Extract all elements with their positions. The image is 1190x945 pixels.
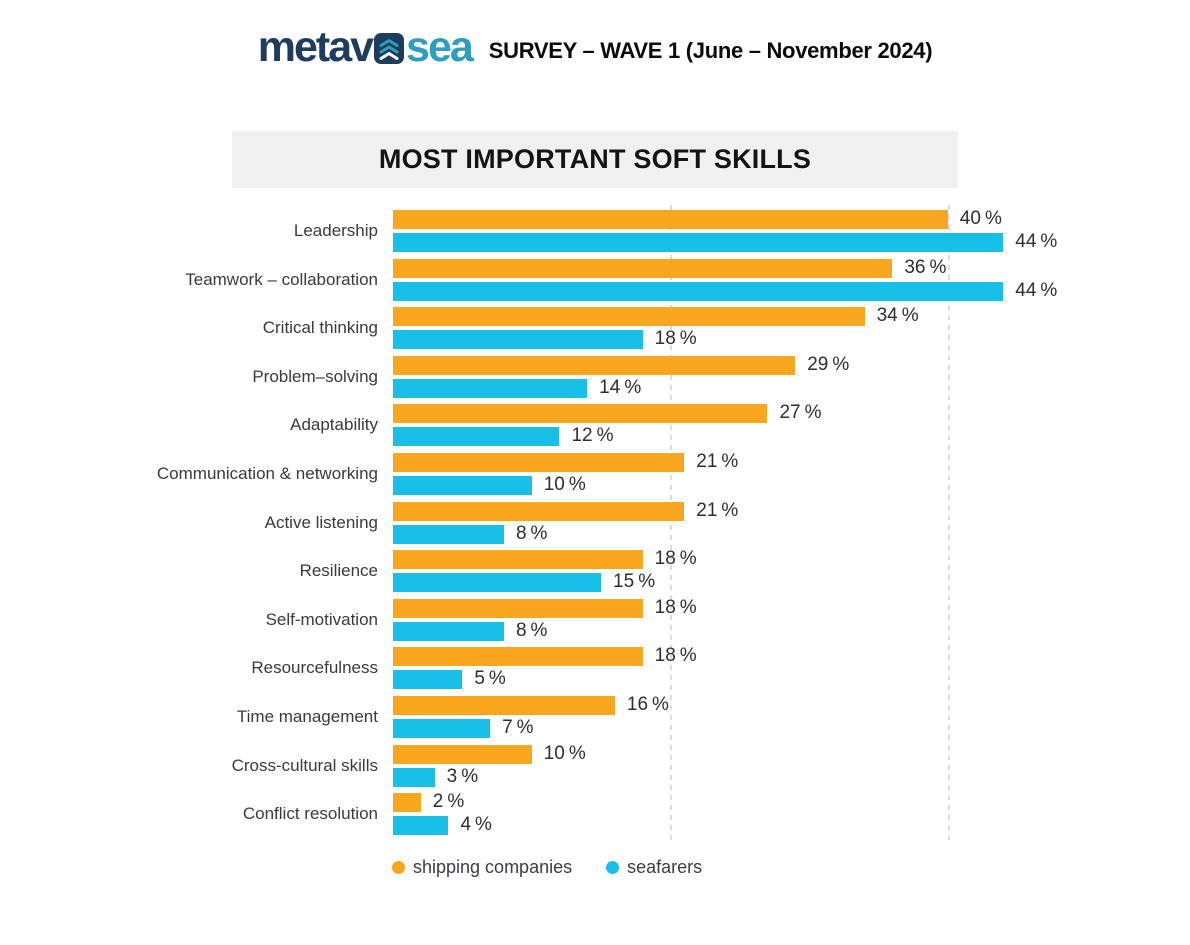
- value-label: 18%: [654, 548, 697, 570]
- bar-seafarers: [393, 719, 491, 738]
- bar-seafarers: [393, 476, 532, 495]
- chart-row: Resourcefulness 18% 5%: [0, 645, 1190, 690]
- gridline-20-percent: [670, 205, 673, 845]
- title-banner: MOST IMPORTANT SOFT SKILLS: [232, 131, 958, 188]
- chart-title: MOST IMPORTANT SOFT SKILLS: [378, 144, 812, 174]
- bar-shipping-companies: [393, 793, 421, 813]
- gridline-40-percent: [947, 205, 950, 845]
- value-label: 14%: [599, 376, 642, 398]
- chart-row: Time management 16% 7%: [0, 694, 1190, 738]
- chart-row: Resilience 18% 15%: [0, 548, 1190, 593]
- value-label: 36%: [904, 256, 947, 278]
- bar-shipping-companies: [393, 307, 865, 327]
- chart-row: Critical thinking 34% 18%: [0, 305, 1190, 350]
- bar-shipping-companies: [393, 647, 643, 667]
- bar-shipping-companies: [393, 696, 615, 715]
- value-label: 12%: [571, 425, 614, 447]
- category-label: Resourcefulness: [251, 658, 378, 678]
- chart-row: Active listening 21% 8%: [0, 499, 1190, 544]
- value-label: 21%: [696, 451, 739, 472]
- category-label: Teamwork – collaboration: [185, 269, 378, 289]
- bar-seafarers: [393, 573, 602, 593]
- category-label: Critical thinking: [262, 318, 378, 338]
- bar-shipping-companies: [393, 598, 643, 618]
- bar-shipping-companies: [393, 453, 685, 472]
- value-label: 18%: [654, 328, 697, 350]
- bar-seafarers: [393, 378, 588, 398]
- bar-shipping-companies: [393, 355, 796, 375]
- bar-seafarers: [393, 233, 1004, 252]
- chart-row: Leadership 40% 44%: [0, 208, 1190, 252]
- legend-dot-seafarers-icon: [606, 861, 620, 874]
- value-label: 21%: [696, 499, 739, 521]
- chart-row: Teamwork – collaboration 36% 44%: [0, 256, 1190, 301]
- bar-seafarers: [393, 427, 560, 447]
- bar-seafarers: [393, 524, 504, 544]
- bar-seafarers: [393, 767, 435, 787]
- legend-item-shipping-companies: shipping companies: [392, 857, 572, 878]
- value-label: 27%: [779, 402, 822, 424]
- bar-shipping-companies: [393, 258, 893, 278]
- value-label: 4%: [460, 814, 492, 836]
- chart-row: Problem–solving 29% 14%: [0, 353, 1190, 398]
- bar-shipping-companies: [393, 210, 948, 229]
- chart-row: Adaptability 27% 12%: [0, 402, 1190, 447]
- chart-row: Conflict resolution 2% 4%: [0, 791, 1190, 836]
- category-label: Resilience: [299, 561, 378, 581]
- bar-seafarers: [393, 281, 1004, 301]
- bar-seafarers: [393, 621, 504, 641]
- value-label: 2%: [432, 791, 465, 813]
- logo-wave-icon: [374, 29, 405, 72]
- category-label: Cross-cultural skills: [231, 755, 378, 775]
- legend-label-seafarers: seafarers: [627, 857, 703, 877]
- category-label: Adaptability: [290, 415, 378, 435]
- legend-dot-shipping-companies-icon: [392, 861, 405, 874]
- value-label: 34%: [876, 305, 919, 327]
- value-label: 8%: [515, 619, 548, 641]
- chart-row: Self-motivation 18% 8%: [0, 596, 1190, 641]
- category-label: Active listening: [264, 512, 378, 532]
- value-label: 44%: [1015, 231, 1058, 252]
- category-label: Leadership: [293, 221, 378, 240]
- survey-wave-label: SURVEY – WAVE 1 (June – November 2024): [488, 37, 933, 63]
- value-label: 18%: [654, 645, 697, 667]
- category-label: Conflict resolution: [242, 804, 378, 824]
- value-label: 18%: [654, 596, 697, 618]
- legend-label-shipping-companies: shipping companies: [413, 857, 573, 877]
- bar-shipping-companies: [393, 744, 532, 764]
- value-label: 7%: [502, 717, 534, 738]
- logo-text-primary: metav: [257, 23, 374, 71]
- category-label: Time management: [236, 707, 378, 726]
- value-label: 10%: [543, 474, 586, 495]
- metavasea-logo: metav sea: [257, 23, 474, 72]
- bar-seafarers: [393, 330, 643, 350]
- chart-row: Communication & networking 21% 10%: [0, 451, 1190, 495]
- value-label: 16%: [626, 694, 669, 715]
- bar-shipping-companies: [393, 501, 685, 521]
- value-label: 10%: [543, 742, 586, 764]
- category-label: Problem–solving: [252, 366, 378, 386]
- value-label: 15%: [613, 571, 656, 593]
- bar-seafarers: [393, 670, 463, 690]
- chart-legend: shipping companies seafarers: [392, 857, 702, 878]
- value-label: 44%: [1015, 279, 1058, 301]
- category-label: Self-motivation: [265, 609, 378, 629]
- legend-item-seafarers: seafarers: [606, 857, 702, 878]
- logo-text-secondary: sea: [406, 23, 474, 71]
- category-label: Communication & networking: [156, 464, 378, 483]
- bar-shipping-companies: [393, 550, 643, 570]
- value-label: 3%: [446, 765, 479, 787]
- value-label: 40%: [959, 208, 1002, 229]
- value-label: 29%: [807, 353, 850, 375]
- value-label: 8%: [515, 522, 548, 544]
- header: metav sea SURVEY – WAVE 1 (June – Novemb…: [0, 26, 1190, 69]
- bar-seafarers: [393, 816, 449, 836]
- value-label: 5%: [474, 668, 506, 690]
- bar-shipping-companies: [393, 404, 768, 424]
- chart-row: Cross-cultural skills 10% 3%: [0, 742, 1190, 787]
